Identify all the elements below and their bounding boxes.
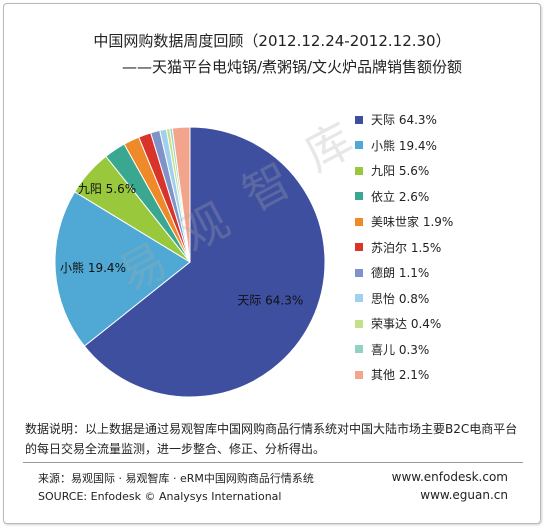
- legend-item: 其他 2.1%: [355, 362, 453, 388]
- legend-swatch: [355, 294, 363, 303]
- legend-item: 喜儿 0.3%: [355, 337, 453, 363]
- legend-label: 其他 2.1%: [371, 368, 430, 383]
- legend-swatch: [355, 166, 363, 175]
- data-label-3: 九阳 5.6%: [78, 182, 136, 196]
- url-enfodesk[interactable]: www.enfodesk.com: [391, 470, 508, 484]
- legend-swatch: [355, 370, 363, 379]
- legend-label: 天际 64.3%: [371, 113, 437, 128]
- data-label-2: 小熊 19.4%: [60, 260, 126, 275]
- pie-slice-1: [83, 126, 326, 398]
- legend-label: 小熊 19.4%: [371, 138, 437, 153]
- legend-swatch: [355, 319, 363, 328]
- chart-legend: 天际 64.3% 小熊 19.4% 九阳 5.6% 依立 2.6% 美味世家 1.9% 苏…: [355, 107, 453, 388]
- pie-data-labels: 天际 64.3% 小熊 19.4% 九阳 5.6%: [60, 182, 303, 308]
- watermark-char: 库: [296, 112, 362, 181]
- pie-slice-11: [171, 126, 191, 263]
- legend-swatch: [355, 243, 363, 252]
- data-label-1: 天际 64.3%: [237, 294, 303, 308]
- legend-item: 九阳 5.6%: [355, 158, 453, 184]
- legend-item: 德朗 1.1%: [355, 260, 453, 286]
- source-urls: www.enfodesk.com www.eguan.cn: [392, 468, 508, 504]
- legend-label: 荣事达 0.4%: [371, 317, 442, 332]
- legend-swatch: [355, 268, 363, 277]
- legend-label: 美味世家 1.9%: [371, 215, 454, 230]
- legend-item: 思怡 0.8%: [355, 286, 453, 312]
- legend-swatch: [355, 192, 363, 201]
- legend-label: 思怡 0.8%: [371, 291, 430, 306]
- legend-swatch: [355, 141, 363, 150]
- legend-label: 喜儿 0.3%: [371, 342, 430, 357]
- chart-subtitle: ——天猫平台电炖锅/煮粥锅/文火炉品牌销售额份额: [121, 58, 463, 76]
- legend-swatch: [355, 217, 363, 226]
- legend-item: 小熊 19.4%: [355, 133, 453, 159]
- legend-item: 美味世家 1.9%: [355, 209, 453, 235]
- source-line-cn: 来源：易观国际 · 易观智库 · eRM中国网购商品行情系统: [38, 472, 314, 485]
- legend-label: 依立 2.6%: [371, 189, 430, 204]
- legend-swatch: [355, 345, 363, 354]
- legend-item: 依立 2.6%: [355, 184, 453, 210]
- pie-slice-2: [54, 191, 191, 347]
- pie-slices: [54, 126, 326, 398]
- source-text: 来源：易观国际 · 易观智库 · eRM中国网购商品行情系统 SOURCE: E…: [38, 470, 314, 506]
- legend-item: 荣事达 0.4%: [355, 311, 453, 337]
- data-note: 数据说明：以上数据是通过易观智库中国网购商品行情系统对中国大陆市场主要B2C电商…: [25, 422, 518, 456]
- source-line-en: SOURCE: Enfodesk © Analysys Internationa…: [38, 490, 282, 503]
- url-eguan[interactable]: www.eguan.cn: [420, 488, 508, 502]
- footer-divider: [23, 462, 523, 463]
- legend-item: 苏泊尔 1.5%: [355, 235, 453, 261]
- legend-label: 苏泊尔 1.5%: [371, 240, 442, 255]
- legend-swatch: [355, 115, 363, 124]
- legend-item: 天际 64.3%: [355, 107, 453, 133]
- legend-label: 德朗 1.1%: [371, 266, 430, 281]
- legend-label: 九阳 5.6%: [371, 164, 430, 179]
- chart-title: 中国网购数据周度回顾（2012.12.24-2012.12.30）: [93, 32, 451, 50]
